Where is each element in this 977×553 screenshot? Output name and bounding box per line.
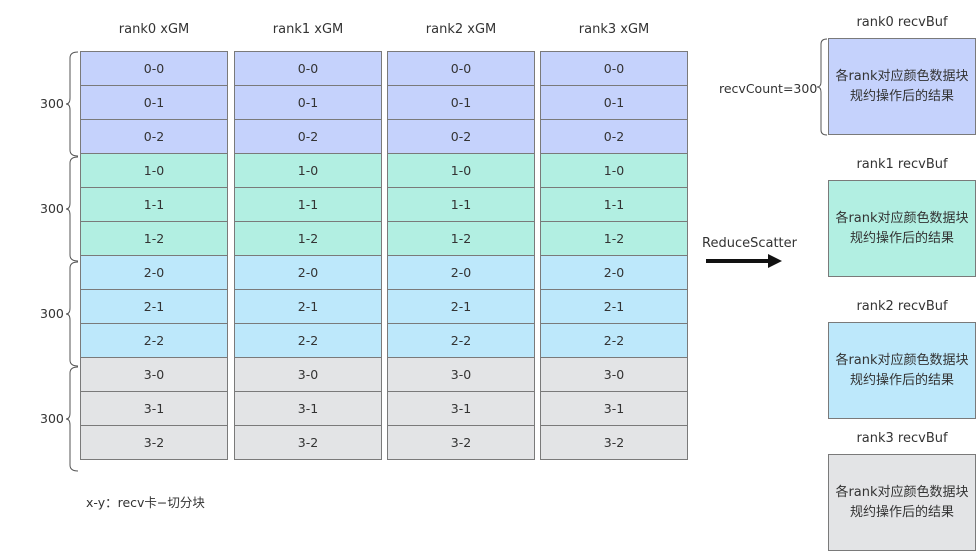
- block-cell: 2-1: [80, 290, 228, 324]
- column-title-rank2: rank2 xGM: [425, 22, 497, 37]
- block-cell: 2-2: [234, 324, 382, 358]
- column-title-rank3: rank3 xGM: [578, 22, 650, 37]
- block-cell: 0-2: [387, 120, 535, 154]
- block-cell: 1-1: [234, 188, 382, 222]
- recv-count-label: recvCount=300: [719, 81, 818, 96]
- brace-group-0: [65, 51, 79, 157]
- recvbuf-title-rank3: rank3 recvBuf: [856, 431, 948, 446]
- block-cell: 1-2: [234, 222, 382, 256]
- block-cell: 2-2: [80, 324, 228, 358]
- block-cell: 0-1: [80, 86, 228, 120]
- block-cell: 2-2: [387, 324, 535, 358]
- block-cell: 0-2: [80, 120, 228, 154]
- block-cell: 0-1: [540, 86, 688, 120]
- right-arrow-icon: [706, 254, 782, 268]
- group-braces: [65, 51, 79, 472]
- recvbuf-rank1: 各rank对应颜色数据块规约操作后的结果: [828, 180, 976, 277]
- block-cell: 1-1: [80, 188, 228, 222]
- group-size-label: 300: [40, 201, 64, 216]
- group-size-label: 300: [40, 96, 64, 111]
- block-cell: 2-0: [234, 256, 382, 290]
- block-cell: 2-0: [80, 256, 228, 290]
- block-cell: 2-0: [540, 256, 688, 290]
- recvbuf-title-rank1: rank1 recvBuf: [856, 157, 948, 172]
- recvbuf-title-rank2: rank2 recvBuf: [856, 299, 948, 314]
- block-cell: 1-2: [540, 222, 688, 256]
- block-cell: 0-0: [387, 51, 535, 86]
- operation-label: ReduceScatter: [702, 236, 797, 251]
- column-title-rank0: rank0 xGM: [118, 22, 190, 37]
- rank0-xgm-column: 0-0 0-1 0-2 1-0 1-1 1-2 2-0 2-1 2-2 3-0 3-1 3-2: [80, 51, 228, 460]
- block-cell: 1-1: [540, 188, 688, 222]
- group-size-label: 300: [40, 411, 64, 426]
- block-cell: 1-0: [540, 154, 688, 188]
- brace-group-3: [65, 366, 79, 472]
- rank1-xgm-column: 0-0 0-1 0-2 1-0 1-1 1-2 2-0 2-1 2-2 3-0 3-1 3-2: [234, 51, 382, 460]
- brace-group-1: [65, 156, 79, 262]
- block-cell: 3-1: [387, 392, 535, 426]
- rank3-xgm-column: 0-0 0-1 0-2 1-0 1-1 1-2 2-0 2-1 2-2 3-0 3-1 3-2: [540, 51, 688, 460]
- recvbuf-rank0: 各rank对应颜色数据块规约操作后的结果: [828, 38, 976, 135]
- block-cell: 0-0: [80, 51, 228, 86]
- block-cell: 3-1: [80, 392, 228, 426]
- block-cell: 3-0: [540, 358, 688, 392]
- block-cell: 0-0: [234, 51, 382, 86]
- legend-text: x-y：recv卡−切分块: [86, 495, 205, 510]
- recvbuf-rank2: 各rank对应颜色数据块规约操作后的结果: [828, 322, 976, 419]
- recvbuf-text: 各rank对应颜色数据块规约操作后的结果: [835, 352, 969, 388]
- block-cell: 1-2: [80, 222, 228, 256]
- recvbuf-title-rank0: rank0 recvBuf: [856, 15, 948, 30]
- block-cell: 3-2: [540, 426, 688, 460]
- block-cell: 1-0: [234, 154, 382, 188]
- recvbuf-text: 各rank对应颜色数据块规约操作后的结果: [835, 210, 969, 246]
- brace-group-2: [65, 261, 79, 367]
- column-title-rank1: rank1 xGM: [272, 22, 344, 37]
- recv-count-brace: [816, 38, 828, 136]
- block-cell: 0-2: [540, 120, 688, 154]
- block-cell: 3-2: [387, 426, 535, 460]
- block-cell: 2-1: [387, 290, 535, 324]
- block-cell: 1-0: [387, 154, 535, 188]
- block-cell: 0-2: [234, 120, 382, 154]
- block-cell: 1-2: [387, 222, 535, 256]
- block-cell: 1-1: [387, 188, 535, 222]
- block-cell: 0-1: [234, 86, 382, 120]
- recvbuf-rank3: 各rank对应颜色数据块规约操作后的结果: [828, 454, 976, 551]
- group-size-label: 300: [40, 306, 64, 321]
- block-cell: 0-0: [540, 51, 688, 86]
- block-cell: 3-0: [80, 358, 228, 392]
- recvbuf-text: 各rank对应颜色数据块规约操作后的结果: [835, 484, 969, 520]
- block-cell: 3-0: [387, 358, 535, 392]
- recvbuf-text: 各rank对应颜色数据块规约操作后的结果: [835, 68, 969, 104]
- block-cell: 2-1: [234, 290, 382, 324]
- block-cell: 3-2: [234, 426, 382, 460]
- block-cell: 3-0: [234, 358, 382, 392]
- block-cell: 3-2: [80, 426, 228, 460]
- block-cell: 2-2: [540, 324, 688, 358]
- block-cell: 2-1: [540, 290, 688, 324]
- block-cell: 3-1: [540, 392, 688, 426]
- block-cell: 2-0: [387, 256, 535, 290]
- block-cell: 1-0: [80, 154, 228, 188]
- block-cell: 0-1: [387, 86, 535, 120]
- rank2-xgm-column: 0-0 0-1 0-2 1-0 1-1 1-2 2-0 2-1 2-2 3-0 3-1 3-2: [387, 51, 535, 460]
- block-cell: 3-1: [234, 392, 382, 426]
